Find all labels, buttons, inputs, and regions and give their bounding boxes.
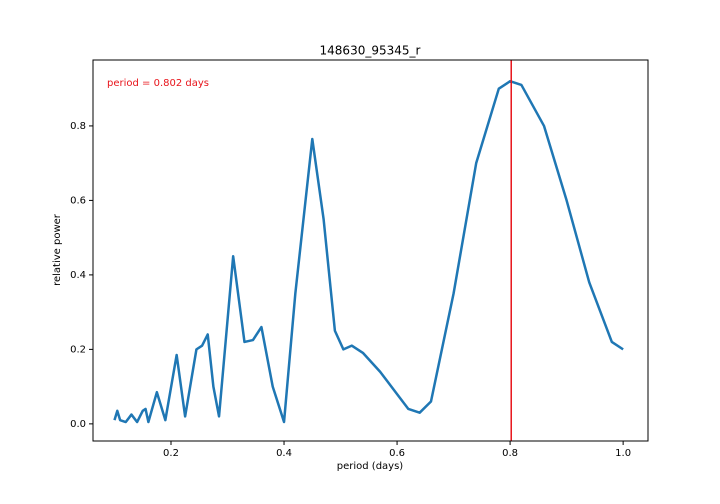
chart-title: 148630_95345_r [320, 44, 421, 58]
x-axis-label: period (days) [337, 461, 404, 472]
data-line [113, 79, 624, 424]
plot-frame [92, 59, 649, 442]
x-tick-label: 0.4 [276, 448, 292, 459]
y-tick-label: 0.8 [70, 121, 86, 132]
y-tick-label: 0.2 [70, 344, 86, 355]
y-tick-label: 0.6 [70, 195, 86, 206]
y-axis-label: relative power [52, 213, 63, 286]
annotation: period = 0.802 days [107, 78, 209, 89]
x-tick-label: 0.2 [163, 448, 179, 459]
x-tick-label: 0.8 [502, 448, 518, 459]
x-tick-label: 0.6 [389, 448, 405, 459]
x-tick-label: 1.0 [615, 448, 631, 459]
y-tick-label: 0.0 [70, 419, 86, 430]
y-tick-label: 0.4 [70, 270, 86, 281]
